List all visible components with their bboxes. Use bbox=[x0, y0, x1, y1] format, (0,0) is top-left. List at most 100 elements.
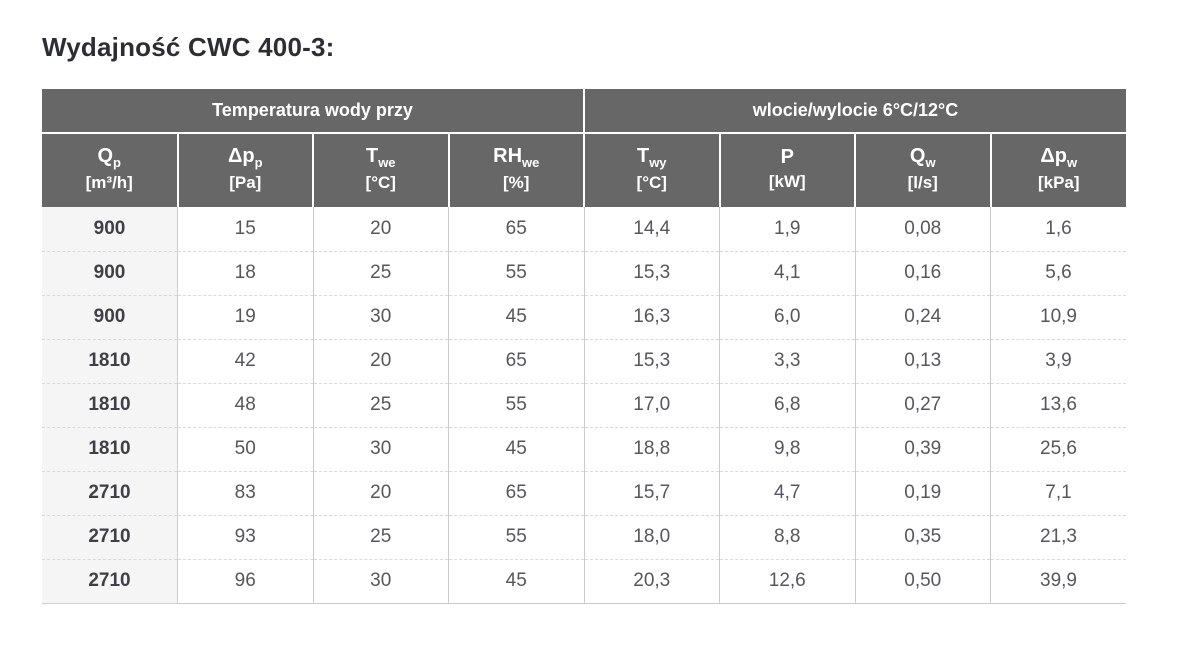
table-cell: 10,9 bbox=[990, 294, 1126, 339]
table-row: 2710 96 30 45 20,3 12,6 0,50 39,9 bbox=[42, 558, 1126, 604]
table-cell: 4,7 bbox=[719, 470, 855, 515]
table-row: 1810 50 30 45 18,8 9,8 0,39 25,6 bbox=[42, 426, 1126, 471]
table-cell: 18,0 bbox=[583, 514, 720, 559]
table-row: 2710 83 20 65 15,7 4,7 0,19 7,1 bbox=[42, 470, 1126, 515]
table-row: 2710 93 25 55 18,0 8,8 0,35 21,3 bbox=[42, 514, 1126, 559]
table-header: Temperatura wody przy wlocie/wylocie 6°C/… bbox=[42, 89, 1126, 207]
table-body: 900 15 20 65 14,4 1,9 0,08 1,6 900 18 25 55 15,3 4,1 0… bbox=[42, 207, 1126, 604]
column-unit: [l/s] bbox=[907, 172, 938, 192]
row-header-cell: 900 bbox=[42, 207, 178, 251]
group-header-row: Temperatura wody przy wlocie/wylocie 6°C/… bbox=[42, 89, 1126, 134]
group-header-cell-1: wlocie/wylocie 6°C/12°C bbox=[583, 89, 1126, 134]
page: Wydajność CWC 400-3: Temperatura wody pr… bbox=[42, 32, 1126, 604]
table-cell: 25 bbox=[312, 382, 449, 427]
column-header-1: Δpp [Pa] bbox=[176, 133, 313, 207]
column-header-6: Qw [l/s] bbox=[854, 133, 991, 207]
row-header-cell: 2710 bbox=[42, 514, 178, 559]
performance-table: Temperatura wody przy wlocie/wylocie 6°C/… bbox=[42, 89, 1126, 604]
row-header-cell: 900 bbox=[42, 250, 178, 295]
table-cell: 42 bbox=[177, 338, 313, 383]
page-title: Wydajność CWC 400-3: bbox=[42, 32, 335, 62]
table-cell: 0,35 bbox=[854, 514, 991, 559]
table-cell: 19 bbox=[177, 294, 313, 339]
table-cell: 65 bbox=[448, 207, 584, 251]
row-header-cell: 2710 bbox=[42, 470, 178, 515]
row-header-cell: 2710 bbox=[42, 558, 178, 604]
table-cell: 1,9 bbox=[719, 207, 855, 251]
table-cell: 16,3 bbox=[583, 294, 720, 339]
row-header-cell: 900 bbox=[42, 294, 178, 339]
table-cell: 48 bbox=[177, 382, 313, 427]
table-cell: 12,6 bbox=[719, 558, 855, 604]
table-cell: 55 bbox=[448, 382, 584, 427]
table-cell: 0,19 bbox=[854, 470, 991, 515]
table-cell: 0,16 bbox=[854, 250, 991, 295]
table-cell: 30 bbox=[312, 426, 449, 471]
column-header-row: Qp [m³/h] Δpp [Pa] Twe [°C] RHwe [%] Twy [°C] P [kW… bbox=[42, 133, 1126, 207]
column-unit: [°C] bbox=[365, 172, 396, 192]
column-unit: [%] bbox=[503, 172, 530, 192]
table-cell: 15,3 bbox=[583, 338, 720, 383]
table-cell: 65 bbox=[448, 338, 584, 383]
group-header-cell-0: Temperatura wody przy bbox=[42, 89, 584, 134]
table-cell: 55 bbox=[448, 250, 584, 295]
column-unit: [Pa] bbox=[229, 172, 262, 192]
table-row: 900 19 30 45 16,3 6,0 0,24 10,9 bbox=[42, 294, 1126, 339]
table-cell: 0,39 bbox=[854, 426, 991, 471]
table-cell: 0,08 bbox=[854, 207, 991, 251]
column-symbol: Δpp bbox=[227, 144, 263, 170]
row-header-cell: 1810 bbox=[42, 338, 178, 383]
table-cell: 20 bbox=[312, 470, 449, 515]
table-row: 900 18 25 55 15,3 4,1 0,16 5,6 bbox=[42, 250, 1126, 295]
column-unit: [°C] bbox=[636, 172, 667, 192]
table-row: 1810 48 25 55 17,0 6,8 0,27 13,6 bbox=[42, 382, 1126, 427]
row-header-cell: 1810 bbox=[42, 382, 178, 427]
table-cell: 3,3 bbox=[719, 338, 855, 383]
table-cell: 7,1 bbox=[990, 470, 1126, 515]
column-header-5: P [kW] bbox=[718, 133, 855, 207]
table-cell: 6,8 bbox=[719, 382, 855, 427]
column-symbol: Δpw bbox=[1040, 144, 1078, 170]
row-header-cell: 1810 bbox=[42, 426, 178, 471]
table-cell: 25,6 bbox=[990, 426, 1126, 471]
table-cell: 15 bbox=[177, 207, 313, 251]
column-header-4: Twy [°C] bbox=[583, 133, 720, 207]
table-cell: 15,3 bbox=[583, 250, 720, 295]
column-header-2: Twe [°C] bbox=[312, 133, 449, 207]
table-cell: 15,7 bbox=[583, 470, 720, 515]
table-cell: 25 bbox=[312, 250, 449, 295]
column-header-3: RHwe [%] bbox=[447, 133, 584, 207]
table-cell: 30 bbox=[312, 294, 449, 339]
table-cell: 21,3 bbox=[990, 514, 1126, 559]
table-cell: 0,50 bbox=[854, 558, 991, 604]
table-cell: 0,27 bbox=[854, 382, 991, 427]
table-cell: 17,0 bbox=[583, 382, 720, 427]
column-unit: [m³/h] bbox=[85, 172, 133, 192]
column-symbol: P bbox=[780, 145, 794, 168]
table-cell: 20 bbox=[312, 338, 449, 383]
table-cell: 8,8 bbox=[719, 514, 855, 559]
table-cell: 20,3 bbox=[583, 558, 720, 604]
column-unit: [kPa] bbox=[1037, 172, 1080, 192]
table-cell: 65 bbox=[448, 470, 584, 515]
table-cell: 45 bbox=[448, 426, 584, 471]
table-cell: 93 bbox=[177, 514, 313, 559]
column-unit: [kW] bbox=[768, 171, 806, 191]
table-cell: 0,24 bbox=[854, 294, 991, 339]
table-cell: 83 bbox=[177, 470, 313, 515]
column-symbol: Twy bbox=[636, 144, 667, 170]
column-symbol: Twe bbox=[365, 144, 396, 170]
table-cell: 18,8 bbox=[583, 426, 720, 471]
table-cell: 39,9 bbox=[990, 558, 1126, 604]
table-cell: 13,6 bbox=[990, 382, 1126, 427]
table-row: 1810 42 20 65 15,3 3,3 0,13 3,9 bbox=[42, 338, 1126, 383]
table-cell: 30 bbox=[312, 558, 449, 604]
table-cell: 96 bbox=[177, 558, 313, 604]
table-cell: 6,0 bbox=[719, 294, 855, 339]
table-cell: 45 bbox=[448, 294, 584, 339]
table-row: 900 15 20 65 14,4 1,9 0,08 1,6 bbox=[42, 207, 1126, 251]
table-cell: 50 bbox=[177, 426, 313, 471]
table-cell: 14,4 bbox=[583, 207, 720, 251]
table-cell: 3,9 bbox=[990, 338, 1126, 383]
table-cell: 20 bbox=[312, 207, 449, 251]
